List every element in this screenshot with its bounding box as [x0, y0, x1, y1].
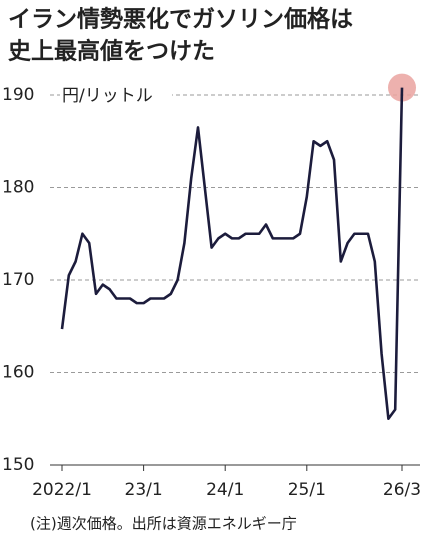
x-tick-label: 25/1 [288, 480, 326, 500]
line [60, 87, 404, 421]
y-tick-label: 180 [2, 178, 34, 198]
note: (注)週次価格。出所は資源エネルギー庁 [30, 515, 297, 533]
x-tick-label: 26/3 [383, 480, 421, 500]
x-tick-label: 2022/1 [32, 480, 92, 500]
y-tick-label: 160 [2, 363, 34, 383]
y-label-bg [60, 84, 172, 106]
chart-title: イラン情勢悪化でガソリン価格は [8, 6, 353, 33]
x-tick-label: 23/1 [125, 480, 163, 500]
y-axis-label: 円/リットル [62, 86, 153, 106]
chart-title: 史上最高値をつけた [8, 38, 215, 65]
y-tick-label: 150 [2, 455, 34, 475]
y-tick-label: 190 [2, 85, 34, 105]
y-tick-label: 170 [2, 270, 34, 290]
x-tick-label: 24/1 [206, 480, 244, 500]
